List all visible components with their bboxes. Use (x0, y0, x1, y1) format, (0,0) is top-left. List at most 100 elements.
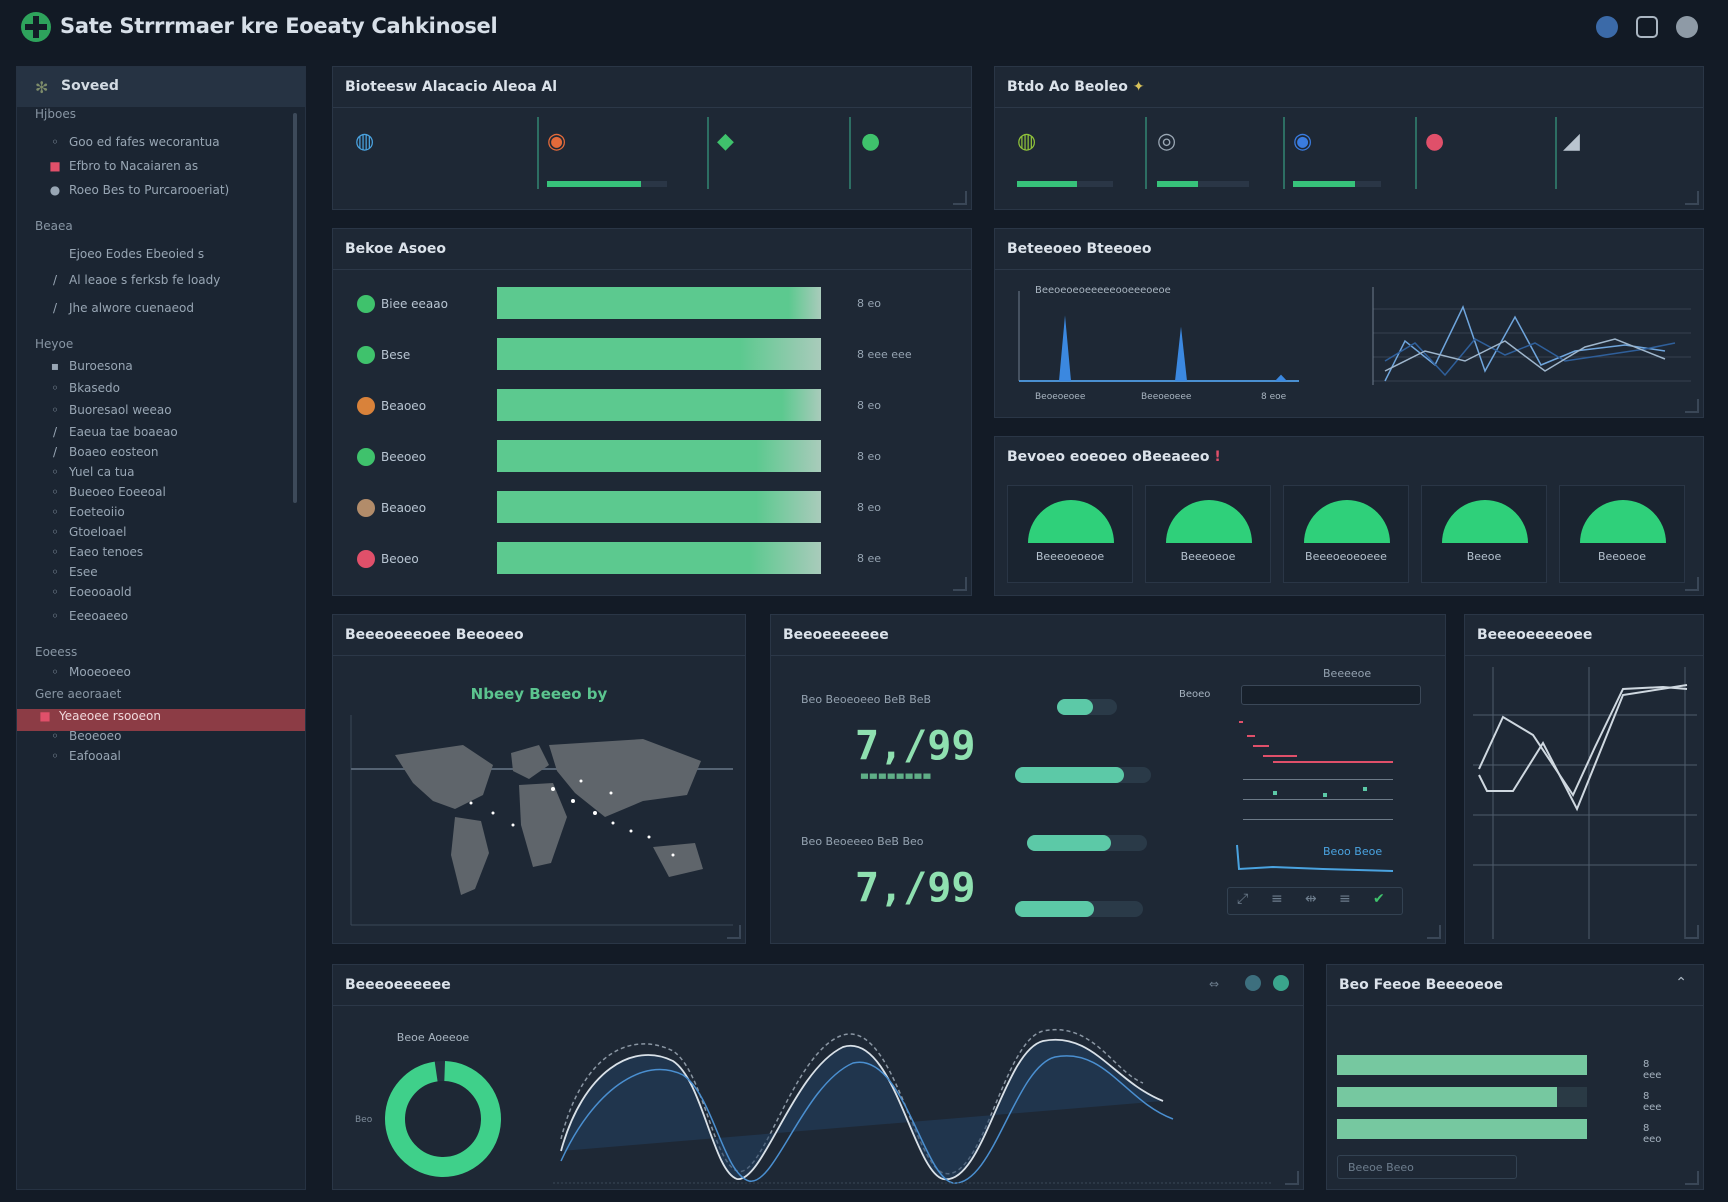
resize-handle[interactable] (953, 577, 967, 591)
list-icon[interactable]: ≡ (1271, 891, 1283, 907)
world-map[interactable] (343, 705, 737, 935)
sidebar-item[interactable]: ◦ Yuel ca tua (27, 465, 307, 487)
sidebar-item[interactable]: ■ Efbro to Nacaiaren as (27, 159, 307, 181)
resize-handle[interactable] (1285, 1171, 1299, 1185)
sidebar-item[interactable]: ◦ Bueoeo Eoeeoal (27, 485, 307, 507)
sidebar-item[interactable]: ◦ Buoresaol weeao (27, 403, 307, 425)
sidebar-item[interactable]: ◦ Eoeooaold (27, 585, 307, 607)
risk-row[interactable]: Bese 8 eee eee (357, 338, 917, 374)
sidebar-item-icon: ◦ (51, 403, 59, 417)
risk-status-icon (357, 397, 375, 415)
columns-icon[interactable]: ⇹ (1305, 891, 1317, 907)
sidebar-item-icon: ● (49, 183, 61, 197)
bar-row[interactable]: 8 eee (1337, 1087, 1661, 1113)
series-line (1384, 338, 1676, 377)
sidebar-item[interactable]: ◦ Goo ed fafes wecorantua (27, 135, 307, 157)
sidebar-item[interactable]: Ejoeo Eodes Ebeoied s (27, 247, 307, 269)
divider (333, 107, 971, 108)
risk-row[interactable]: Beaoeo 8 eo (357, 491, 917, 527)
window-icon[interactable] (1636, 16, 1658, 38)
refresh-icon[interactable] (1245, 975, 1261, 991)
sidebar-item[interactable]: / Jhe alwore cuenaeod (27, 301, 307, 323)
stat-card[interactable]: ◢ (1549, 111, 1699, 201)
x-tick-label: 8 eoe (1261, 392, 1287, 402)
sidebar-item[interactable]: ■ Yeaeoee rsooeon (17, 709, 305, 731)
resize-handle[interactable] (1685, 191, 1699, 205)
sidebar-item-icon: ◦ (51, 565, 59, 579)
stat-card[interactable]: ◎ (1143, 111, 1275, 201)
stat-card[interactable]: ◆ (703, 111, 843, 201)
slider[interactable] (1015, 901, 1143, 917)
risk-row[interactable]: Beeoeo 8 eo (357, 440, 917, 476)
star-icon[interactable]: ✦ (1132, 79, 1145, 95)
resize-handle[interactable] (953, 191, 967, 205)
settings-icon[interactable] (1676, 16, 1698, 38)
link-icon[interactable]: ⇔ (1209, 977, 1220, 991)
gauge-dome (1028, 500, 1114, 543)
slider[interactable] (1057, 699, 1117, 715)
stat-card[interactable]: ◉ (533, 111, 693, 201)
footer-input[interactable]: Beeoe Beeo (1337, 1155, 1517, 1179)
stat-card[interactable]: ◍ (1003, 111, 1139, 201)
sidebar-item[interactable]: ◦ Eafooaal (27, 749, 307, 771)
sidebar-item[interactable]: / Al leaoe s ferksb fe loady (27, 273, 307, 295)
sidebar-item[interactable]: ◦ Mooeoeeo (27, 665, 307, 687)
resize-handle[interactable] (1685, 577, 1699, 591)
sidebar-item-icon: / (52, 445, 58, 459)
resize-handle[interactable] (727, 925, 741, 939)
sidebar-item[interactable]: / Boaeo eosteon (27, 445, 307, 467)
map-title: Beeeoeeeoee Beeoeeo (345, 627, 524, 643)
sidebar-item[interactable]: ◦ Esee (27, 565, 307, 587)
stat-card[interactable]: ◍ (341, 111, 521, 201)
bar-row[interactable]: 8 eeo (1337, 1119, 1661, 1145)
sidebar-item[interactable]: ● Roeo Bes to Purcarooeriat) (27, 183, 307, 205)
expand-icon[interactable]: ⤢ (1237, 891, 1249, 907)
sidebar-header[interactable]: ✻ Soveed (17, 67, 305, 107)
sidebar-item-label: Bkasedo (69, 381, 120, 395)
sidebar-item[interactable]: ◦ Bkasedo (27, 381, 307, 403)
sidebar-item[interactable]: ◦ Eeeoaeeo (27, 609, 307, 631)
gauge-card[interactable]: Beeoe (1421, 485, 1547, 583)
menu-icon[interactable]: ≡ (1339, 891, 1351, 907)
resize-handle[interactable] (1685, 399, 1699, 413)
sidebar-item[interactable]: ▪ Buroesona (27, 359, 307, 381)
footer-label: Beeoe Beeo (1348, 1161, 1414, 1174)
divider (333, 1005, 1303, 1006)
info-icon[interactable] (1273, 975, 1289, 991)
bar-row[interactable]: 8 eee (1337, 1055, 1661, 1081)
resize-handle[interactable] (1427, 925, 1441, 939)
sidebar-item-icon: ◦ (51, 505, 59, 519)
overview-panel: Bioteesw Alacacio Aleoa Al ◍ ◉ ◆ ● (332, 66, 972, 210)
sidebar-item-label: Mooeoeeo (69, 665, 131, 679)
check-icon[interactable]: ✔ (1373, 891, 1385, 907)
network-panel: Beteeoeo Bteeoeo Beeoeoeoeeeeeooeeeoeoe … (994, 228, 1704, 418)
sidebar-scrollbar[interactable] (293, 113, 297, 503)
risk-value: 8 eo (857, 501, 881, 514)
gauge-card[interactable]: Beeoeoe (1559, 485, 1685, 583)
gauge-card[interactable]: Beeeoeoeoe (1007, 485, 1133, 583)
filter-dropdown[interactable] (1241, 685, 1421, 705)
risk-row[interactable]: Beaoeo 8 eo (357, 389, 917, 425)
globe-icon[interactable] (1596, 16, 1618, 38)
risk-row[interactable]: Beoeo 8 ee (357, 542, 917, 578)
risk-row[interactable]: Biee eeaao 8 eo (357, 287, 917, 323)
slider[interactable] (1027, 835, 1147, 851)
collapse-icon[interactable]: ⌃ (1675, 975, 1687, 991)
stat-card[interactable]: ● (847, 111, 967, 201)
gauge-card[interactable]: Beeeoeoe (1145, 485, 1271, 583)
slider[interactable] (1015, 767, 1151, 783)
stat-card[interactable]: ◉ (1279, 111, 1407, 201)
sidebar-item[interactable]: / Eaeua tae boaeao (27, 425, 307, 447)
sidebar-item[interactable]: ◦ Eaeo tenoes (27, 545, 307, 567)
sidebar-item[interactable]: ◦ Eoeteoiio (27, 505, 307, 527)
risk-value: 8 ee (857, 552, 882, 565)
gauge-card[interactable]: Beeeoeoeoeee (1283, 485, 1409, 583)
resize-handle[interactable] (1685, 925, 1699, 939)
metric-underline: ▀▀▀▀▀▀▀▀ (861, 775, 933, 785)
sidebar-item[interactable]: ◦ Beoeoeo (27, 729, 307, 751)
sidebar-item-label: Eeeoaeeo (69, 609, 129, 623)
sidebar-item[interactable]: ◦ Gtoeloael (27, 525, 307, 547)
resize-handle[interactable] (1685, 1171, 1699, 1185)
stat-card[interactable]: ● (1411, 111, 1545, 201)
sidebar-item-label: Buoresaol weeao (69, 403, 172, 417)
